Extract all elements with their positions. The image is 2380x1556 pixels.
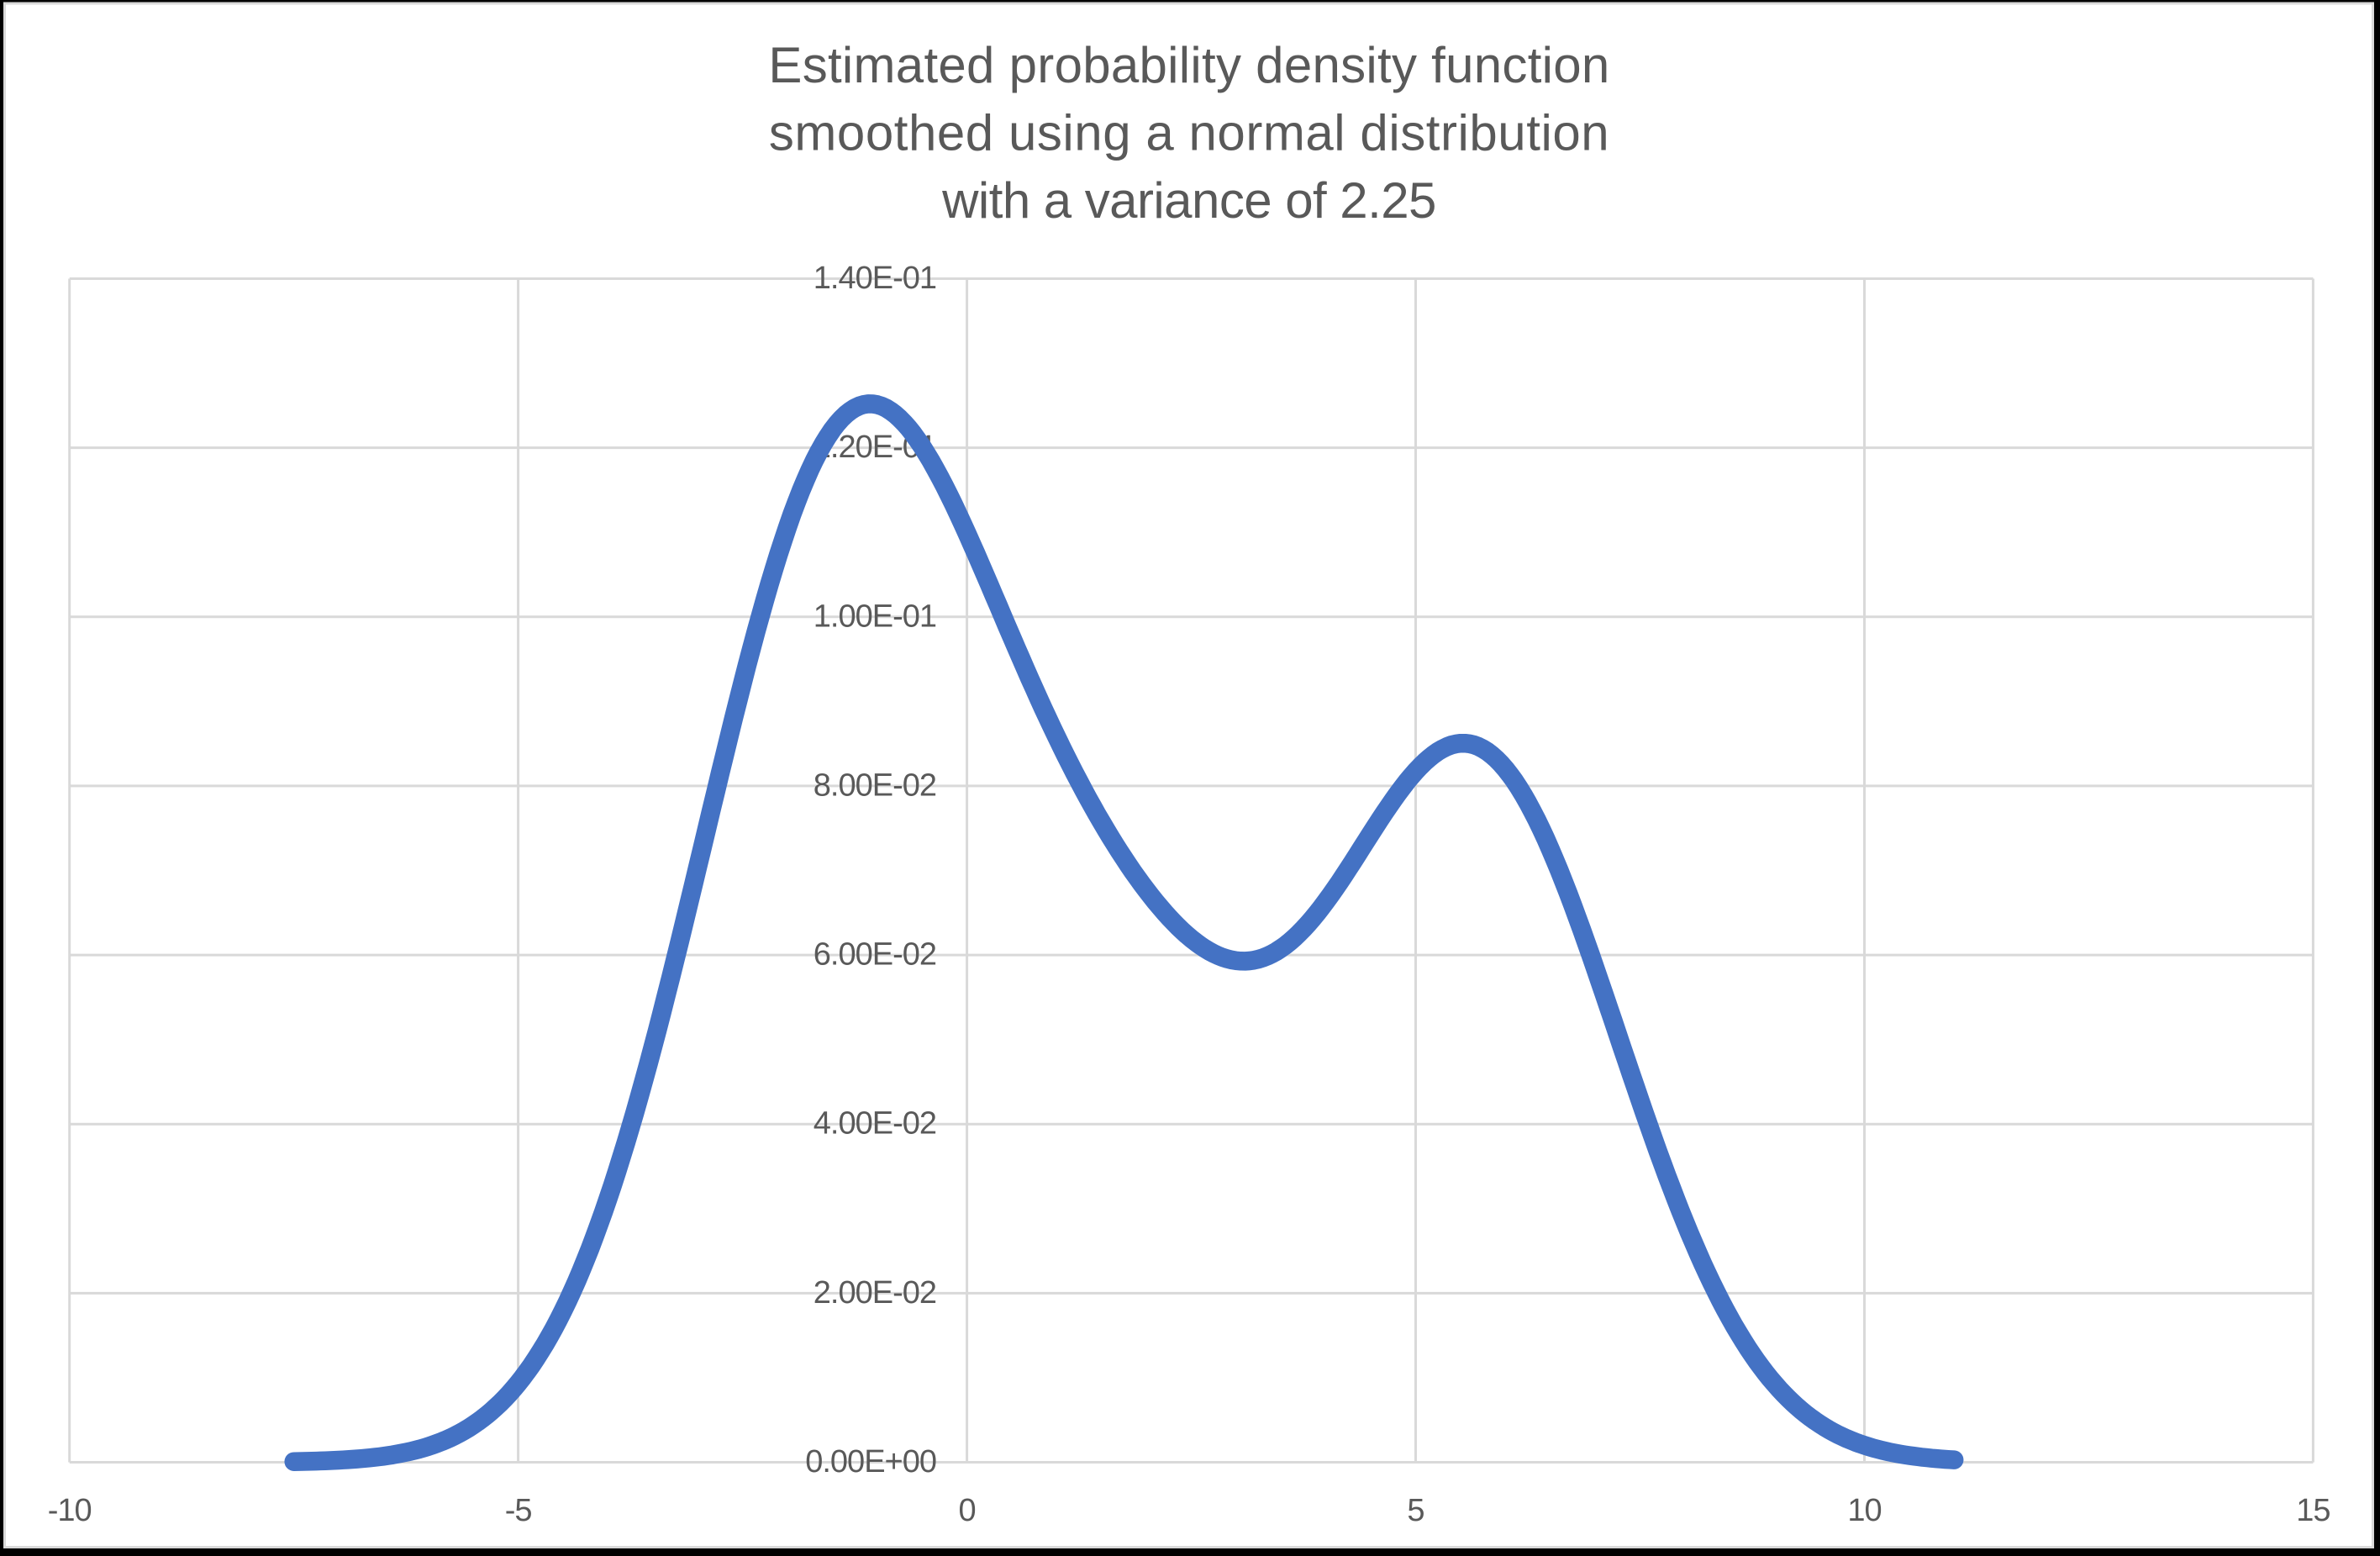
svg-text:1.00E-01: 1.00E-01 [814,599,936,634]
svg-text:5: 5 [1407,1493,1424,1528]
svg-text:-5: -5 [505,1493,532,1528]
svg-text:4.00E-02: 4.00E-02 [814,1106,936,1142]
svg-text:0: 0 [959,1493,976,1528]
svg-text:Estimated probability density: Estimated probability density function [768,37,1609,93]
svg-text:0.00E+00: 0.00E+00 [805,1444,936,1480]
svg-text:10: 10 [1847,1493,1881,1528]
svg-text:2.00E-02: 2.00E-02 [814,1275,936,1311]
svg-text:6.00E-02: 6.00E-02 [814,937,936,973]
svg-text:8.00E-02: 8.00E-02 [814,767,936,803]
svg-text:with a variance of 2.25: with a variance of 2.25 [941,172,1436,229]
svg-text:-10: -10 [48,1493,92,1528]
svg-text:1.40E-01: 1.40E-01 [814,261,936,296]
svg-text:smoothed using a normal distri: smoothed using a normal distribution [769,105,1609,161]
svg-text:15: 15 [2296,1493,2330,1528]
